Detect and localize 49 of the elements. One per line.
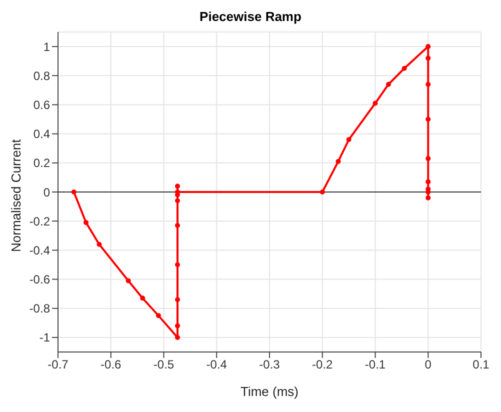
y-tick-label: -1 <box>39 330 50 345</box>
y-tick-label: 0.6 <box>33 98 50 112</box>
point <box>96 242 102 247</box>
point <box>426 56 431 61</box>
x-tick-label: -0.3 <box>259 358 280 372</box>
x-tick-label: -0.6 <box>100 358 122 372</box>
point <box>336 158 341 164</box>
point <box>174 297 180 302</box>
chart-title: Piecewise Ramp <box>198 8 302 26</box>
point <box>426 44 431 50</box>
point <box>126 278 131 284</box>
y-tick-label: 0.4 <box>33 127 50 142</box>
point <box>426 156 431 162</box>
point <box>140 296 146 301</box>
point <box>386 82 391 87</box>
x-tick-label: -0.2 <box>312 358 334 372</box>
x-tick-label: -0.4 <box>206 358 228 372</box>
point <box>346 137 352 142</box>
point <box>426 195 431 200</box>
point <box>174 198 180 204</box>
point <box>174 262 180 268</box>
y-tick-label: 0.8 <box>33 68 50 83</box>
point <box>84 220 89 226</box>
point <box>426 179 431 184</box>
x-tick-label: -0.7 <box>48 358 69 372</box>
y-tick-label: -0.2 <box>29 214 50 228</box>
point <box>156 313 161 318</box>
point <box>174 222 180 228</box>
y-tick-label: -0.8 <box>29 302 50 316</box>
point <box>426 116 431 122</box>
point <box>372 100 378 106</box>
y-tick-label: 0.2 <box>33 156 50 170</box>
point <box>320 190 325 194</box>
point <box>174 323 180 328</box>
point <box>174 184 180 189</box>
y-tick-label: -0.6 <box>29 272 50 287</box>
x-tick-label: -0.1 <box>364 358 386 372</box>
point <box>426 82 431 87</box>
y-axis-title: Normalised Current <box>8 138 24 252</box>
x-tick-label: 0.1 <box>472 358 490 372</box>
point <box>71 190 76 194</box>
y-tick-label: 1 <box>43 40 50 54</box>
x-axis-title: Time (ms) <box>240 384 299 399</box>
x-tick-label: -0.5 <box>153 358 174 372</box>
x-tick-label: 0 <box>424 358 432 372</box>
y-tick-label: 0 <box>43 185 50 200</box>
point <box>174 334 180 340</box>
point <box>402 66 407 71</box>
y-tick-label: -0.4 <box>29 243 50 258</box>
